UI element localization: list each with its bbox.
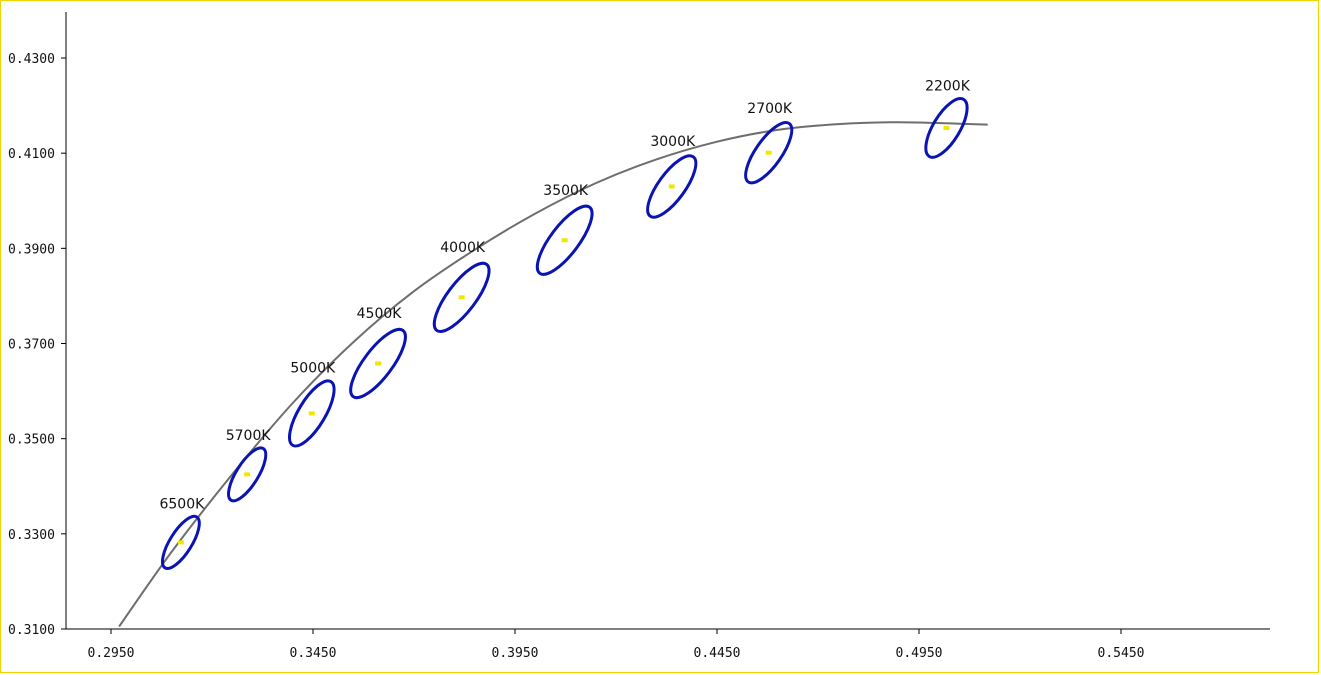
x-tick-label: 0.4450 — [694, 646, 741, 661]
x-tick-label: 0.3950 — [492, 646, 539, 661]
x-tick-label: 0.2950 — [88, 646, 135, 661]
y-tick-label: 0.3300 — [8, 528, 55, 543]
macadam-ellipse-2700K — [744, 121, 794, 185]
macadam-ellipse-5700K — [227, 446, 268, 503]
y-tick-label: 0.4300 — [8, 52, 55, 67]
macadam-ellipse-4500K — [349, 327, 407, 400]
x-tick-label: 0.3450 — [290, 646, 337, 661]
chromaticity-point-4000K — [458, 295, 465, 300]
cct-label-3500K: 3500K — [543, 183, 589, 199]
cct-label-5700K: 5700K — [226, 428, 272, 444]
macadam-ellipse-6500K — [161, 514, 201, 570]
cct-label-5000K: 5000K — [290, 360, 336, 376]
chromaticity-point-4500K — [375, 361, 382, 366]
y-tick-label: 0.3900 — [8, 242, 55, 257]
chromaticity-point-5000K — [308, 411, 315, 416]
macadam-ellipse-5000K — [288, 379, 336, 448]
cct-label-2200K: 2200K — [925, 79, 971, 95]
macadam-ellipse-4000K — [432, 261, 491, 333]
macadam-ellipse-3000K — [646, 154, 698, 219]
y-tick-label: 0.3500 — [8, 433, 55, 448]
y-tick-label: 0.4100 — [8, 147, 55, 162]
cct-label-4500K: 4500K — [357, 306, 403, 322]
cct-label-2700K: 2700K — [747, 101, 793, 117]
macadam-ellipse-3500K — [535, 204, 594, 276]
chromaticity-point-6500K — [177, 540, 184, 545]
cct-label-6500K: 6500K — [159, 496, 205, 512]
macadam-ellipse-2200K — [924, 97, 969, 159]
chromaticity-point-2200K — [943, 125, 950, 130]
y-tick-label: 0.3700 — [8, 338, 55, 353]
axes: 0.3100 0.3300 0.3500 0.3700 0.3900 0.4100 0.43… — [8, 12, 1270, 661]
chromaticity-point-3000K — [668, 184, 675, 189]
x-tick-label: 0.4950 — [896, 646, 943, 661]
cct-label-3000K: 3000K — [650, 134, 696, 150]
y-tick-label: 0.3100 — [8, 623, 55, 638]
chromaticity-point-2700K — [765, 150, 772, 155]
chromaticity-point-3500K — [561, 238, 568, 243]
cct-label-4000K: 4000K — [440, 240, 486, 256]
cct-markers: 6500K 5700K 5000K 4500K 4000K 3500K 3000K 2700K… — [159, 79, 971, 570]
x-tick-label: 0.5450 — [1098, 646, 1145, 661]
chromaticity-point-5700K — [244, 472, 251, 477]
